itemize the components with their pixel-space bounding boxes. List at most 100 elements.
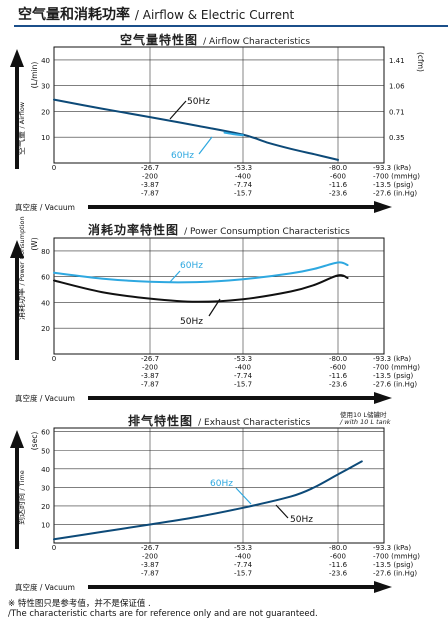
power-label-60hz: 60Hz [180,261,203,271]
airflow-label-50hz-leader [169,100,187,120]
page-title: 空气量和消耗功率 / Airflow & Electric Current [18,4,294,24]
tank-note-en: / with 10 L tank [340,418,391,426]
power-series-50hz [53,274,349,303]
exhaust-xtick-psig: -11.6 [329,561,348,569]
exhaust-xtick-inhg: -23.6 [329,570,348,578]
airflow-plot-frame [53,46,385,164]
airflow-xtick-kpa: -53.3 [234,164,252,172]
power-xtick-inhg: -7.87 [141,381,159,389]
exhaust-xtick-kpa: -26.7 [141,544,159,552]
exhaust-plot-frame [53,427,385,544]
power-xtick-kpa: -26.7 [141,355,159,363]
power-xtick-inhg: -23.6 [329,381,348,389]
airflow-xtick-kpa: -26.7 [141,164,159,172]
exhaust-ytick-label: 20 [41,503,50,511]
page-header: 空气量和消耗功率 / Airflow & Electric Current [0,0,448,27]
airflow-x-arrow-shaft [88,205,376,209]
airflow-y2tick-label: 1.41 [389,57,405,65]
power-label-60hz-leader [169,270,181,283]
tank-note-zh: 使用10 L储罐时 [340,411,387,419]
exhaust-ytick-label: 50 [41,447,50,455]
airflow-xtick-inhg: -7.87 [141,190,159,198]
power-series-60hz [53,261,349,284]
airflow-title-zh: 空气量特性图 [120,33,199,47]
exhaust-ylabel: 到达时间 / Time [16,470,26,525]
power-xtick-inhg: -15.7 [234,381,252,389]
airflow-series-60hz [223,131,244,137]
exhaust-ytick-label: 30 [41,484,50,492]
exhaust-xtick-mmhg: -400 [235,553,251,561]
power-xtick-inhg: -27.6 (in.Hg) [373,381,417,389]
power-label-50hz-leader [208,298,221,317]
power-ytick-label: 60 [41,274,50,282]
power-ytick-label: 40 [41,299,50,307]
power-y-unit: (W) [30,237,39,250]
exhaust-xtick-mmhg: -600 [330,553,346,561]
power-title-en: / Power Consumption Characteristics [184,227,350,237]
exhaust-xtick-kpa: -93.3 (kPa) [373,544,411,552]
power-xtick-mmhg: -700 (mmHg) [373,364,420,372]
exhaust-xlabel: 真空度 / Vacuum [15,582,75,592]
airflow-ytick-label: 10 [41,134,50,142]
power-xtick-mmhg: -400 [235,364,251,372]
page-title-en: / Airflow & Electric Current [134,8,295,22]
power-chart-title: 消耗功率特性图 / Power Consumption Characterist… [88,219,350,238]
airflow-xtick-kpa: 0 [52,164,56,172]
airflow-ytick-label: 30 [41,83,50,91]
airflow-y-unit: (L/min) [30,62,39,89]
airflow-xtick-mmhg: -700 (mmHg) [373,173,420,181]
exhaust-ytick-label: 10 [41,521,50,529]
airflow-label-50hz: 50Hz [187,97,210,107]
exhaust-title-en: / Exhaust Characteristics [198,418,311,428]
power-xtick-psig: -11.6 [329,372,348,380]
exhaust-xtick-kpa: -53.3 [234,544,252,552]
airflow-x-arrow-head [374,201,392,213]
exhaust-xtick-mmhg: -700 (mmHg) [373,553,420,561]
exhaust-y-arrow-head [10,430,24,448]
power-label-50hz: 50Hz [180,317,203,327]
power-x-arrow-head [374,392,392,404]
airflow-y2tick-label: 0.35 [389,134,405,142]
airflow-xtick-kpa: -80.0 [329,164,347,172]
power-xtick-mmhg: -200 [142,364,158,372]
exhaust-xtick-inhg: -15.7 [234,570,252,578]
power-ylabel: 消耗功率 / Power Consumption [16,216,26,320]
page-title-zh: 空气量和消耗功率 [18,7,130,23]
airflow-xtick-inhg: -27.6 (in.Hg) [373,190,417,198]
exhaust-chart-title: 排气特性图 / Exhaust Characteristics [128,410,310,429]
airflow-xtick-mmhg: -600 [330,173,346,181]
exhaust-tank-note: 使用10 L储罐时 / with 10 L tank [340,412,391,426]
airflow-y2-unit: (cfm) [416,52,425,72]
exhaust-xtick-kpa: -80.0 [329,544,347,552]
exhaust-label-60hz: 60Hz [210,479,233,489]
airflow-xtick-kpa: -93.3 (kPa) [373,164,411,172]
airflow-chart-title: 空气量特性图 / Airflow Characteristics [120,29,310,48]
airflow-label-60hz-leader [198,136,213,155]
power-plot-frame [53,237,385,355]
airflow-xtick-psig: -13.5 (psig) [373,181,414,189]
exhaust-xtick-inhg: -27.6 (in.Hg) [373,570,417,578]
header-rule [14,25,448,27]
airflow-label-60hz: 60Hz [171,151,194,161]
power-ytick-label: 80 [41,248,50,256]
airflow-ylabel: 空气量 / Airflow [16,101,26,155]
exhaust-y-unit: (sec) [30,432,39,451]
airflow-y2tick-label: 0.71 [389,108,405,116]
power-x-arrow-shaft [88,396,376,400]
airflow-y2tick-label: 1.06 [389,83,405,91]
airflow-xlabel: 真空度 / Vacuum [15,202,75,212]
exhaust-ytick-label: 60 [41,429,50,437]
airflow-series-50hz [53,98,339,161]
airflow-xtick-psig: -3.87 [141,181,159,189]
exhaust-xtick-kpa: 0 [52,544,56,552]
exhaust-xtick-psig: -7.74 [234,561,253,569]
power-ytick-label: 20 [41,325,50,333]
power-y-arrow-head [10,240,24,258]
power-xtick-psig: -13.5 (psig) [373,372,414,380]
exhaust-x-arrow-head [374,581,392,593]
airflow-xtick-inhg: -23.6 [329,190,348,198]
power-xtick-kpa: -53.3 [234,355,252,363]
exhaust-label-50hz-leader [275,504,289,519]
exhaust-xtick-psig: -13.5 (psig) [373,561,414,569]
